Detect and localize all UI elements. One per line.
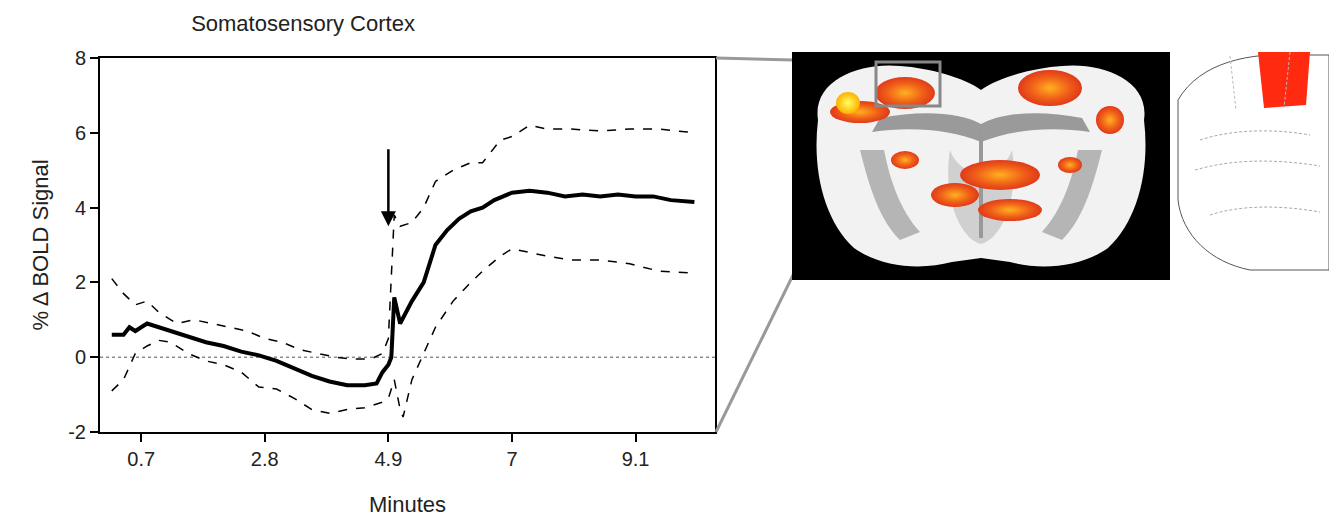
svg-text:9.1: 9.1 <box>622 448 650 470</box>
svg-text:Somatosensory Cortex: Somatosensory Cortex <box>191 11 415 36</box>
svg-text:0.7: 0.7 <box>127 448 155 470</box>
svg-text:2.8: 2.8 <box>251 448 279 470</box>
svg-text:8: 8 <box>75 47 86 69</box>
svg-text:4: 4 <box>75 197 86 219</box>
svg-text:0: 0 <box>75 346 86 368</box>
svg-text:2: 2 <box>75 271 86 293</box>
svg-text:% Δ BOLD Signal: % Δ BOLD Signal <box>28 159 53 330</box>
svg-text:4.9: 4.9 <box>374 448 402 470</box>
svg-text:6: 6 <box>75 122 86 144</box>
svg-text:-2: -2 <box>68 421 86 443</box>
svg-text:Minutes: Minutes <box>369 492 446 517</box>
svg-text:7: 7 <box>506 448 517 470</box>
